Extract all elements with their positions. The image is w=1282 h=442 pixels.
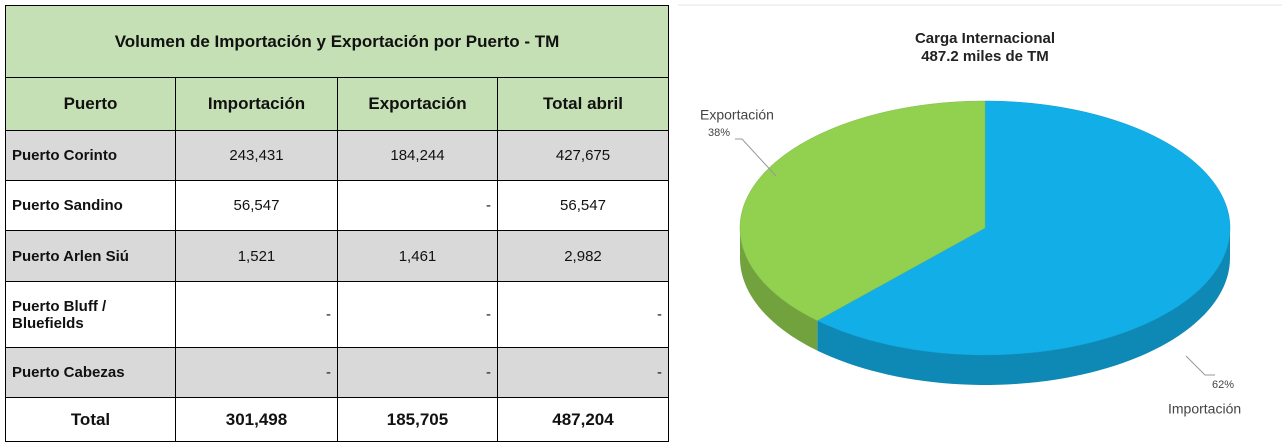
data-row: Puerto Cabezas - - - xyxy=(5,347,669,398)
pie-side xyxy=(740,228,818,351)
table-body: Volumen de Importación y Exportación por… xyxy=(5,5,669,442)
total-cell: 301,498 xyxy=(175,397,338,442)
leader-line xyxy=(735,138,777,177)
total-cell: 487,204 xyxy=(497,397,669,442)
port-name: Puerto Corinto xyxy=(5,130,176,181)
chart-title: Carga Internacional xyxy=(915,30,1055,47)
total-row: Total 301,498 185,705 487,204 xyxy=(5,397,669,442)
title-row: Volumen de Importación y Exportación por… xyxy=(5,5,669,78)
value-label: 38% xyxy=(708,127,730,139)
cell: 427,675 xyxy=(497,130,669,181)
pie-slice xyxy=(816,100,1231,356)
data-row: Puerto Sandino 56,547-56,547 xyxy=(5,180,669,231)
value-label: 62% xyxy=(1212,379,1234,391)
cell: 243,431 xyxy=(175,130,338,181)
pie-slice xyxy=(739,100,986,321)
cell: - xyxy=(337,281,498,348)
port-name: Puerto Cabezas xyxy=(5,347,176,398)
cell: - xyxy=(337,347,498,398)
total-cell: 185,705 xyxy=(337,397,498,442)
category-label: Importación xyxy=(1168,401,1241,417)
cell: - xyxy=(175,281,338,348)
port-name: Puerto Arlen Siú xyxy=(5,230,176,282)
cell: 2,982 xyxy=(497,230,669,282)
cell: - xyxy=(337,180,498,231)
port-table: Volumen de Importación y Exportación por… xyxy=(5,5,669,442)
table-title: Volumen de Importación y Exportación por… xyxy=(5,5,669,78)
pie-side xyxy=(817,228,1230,385)
header-row: Puerto Importación Exportación Total abril xyxy=(5,77,669,131)
data-row: Puerto Corinto 243,431 184,244 427,675 xyxy=(5,130,669,181)
cell: 1,521 xyxy=(175,230,338,282)
cell: 184,244 xyxy=(337,130,498,181)
cell: 1,461 xyxy=(337,230,498,282)
cell: 56,547 xyxy=(497,180,669,231)
cell: - xyxy=(497,281,669,348)
header-cell: Importación xyxy=(175,77,338,131)
header-cell: Puerto xyxy=(5,77,176,131)
data-row: Puerto Arlen Siú 1,521 1,461 2,982 xyxy=(5,230,669,282)
chart-subtitle: 487.2 miles de TM xyxy=(921,48,1049,65)
leader-line xyxy=(1185,355,1215,376)
category-label: Exportación xyxy=(700,107,774,123)
cell: 56,547 xyxy=(175,180,338,231)
total-cell: Total xyxy=(5,397,176,442)
cell: - xyxy=(497,347,669,398)
data-row: Puerto Bluff / Bluefields - - - xyxy=(5,281,669,348)
port-name: Puerto Bluff / Bluefields xyxy=(5,281,176,348)
port-name: Puerto Sandino xyxy=(5,180,176,231)
header-cell: Exportación xyxy=(337,77,498,131)
cell: - xyxy=(175,347,338,398)
header-cell: Total abril xyxy=(497,77,669,131)
